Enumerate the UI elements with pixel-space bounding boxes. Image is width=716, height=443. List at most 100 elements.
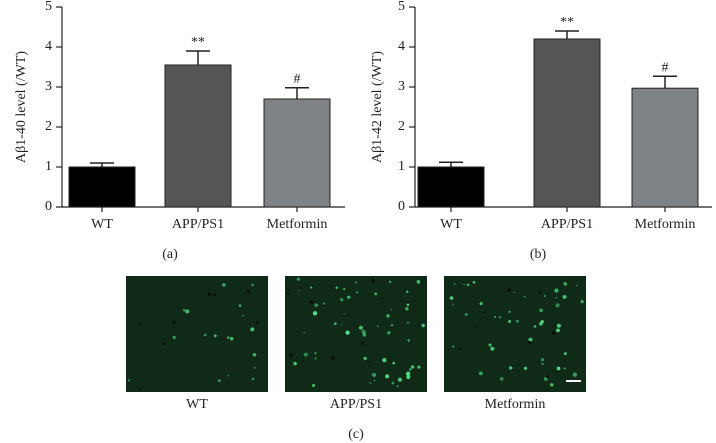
plaque [185, 309, 190, 314]
plaque [508, 366, 513, 370]
dark-spot [458, 347, 461, 350]
y-tick-label: 1 [45, 159, 52, 174]
y-axis-label: Aβ1-40 level (/WT) [14, 51, 29, 163]
plaque [323, 302, 326, 305]
plaque [405, 371, 411, 376]
bar [164, 64, 232, 208]
y-tick-label: 5 [398, 0, 405, 14]
bar [417, 166, 485, 208]
plaque [298, 290, 300, 292]
dark-spot [172, 320, 176, 324]
plaque [227, 336, 230, 339]
plaque [172, 335, 176, 340]
plaque [333, 322, 337, 326]
plaque [540, 358, 545, 362]
plaque [563, 352, 567, 355]
plaque [463, 284, 465, 286]
plaque [488, 343, 492, 347]
plaque [358, 325, 363, 330]
plaque [354, 281, 357, 284]
plaque [376, 325, 379, 327]
y-tick-label: 5 [45, 0, 52, 14]
plaque [405, 307, 409, 311]
dark-spot [552, 331, 556, 335]
image-label: APP/PS1 [330, 397, 382, 412]
y-tick-label: 0 [45, 199, 52, 214]
plaque [406, 290, 409, 293]
plaque [563, 282, 568, 286]
plaque [340, 298, 344, 302]
significance-label: # [294, 72, 301, 87]
y-tick-label: 3 [398, 79, 405, 94]
plaque [312, 311, 318, 316]
plaque [479, 301, 483, 306]
y-tick-label: 4 [398, 39, 405, 54]
plaque [387, 331, 391, 335]
plaque [182, 309, 186, 312]
plaque [556, 323, 561, 328]
plaque [407, 321, 409, 324]
plaque [550, 383, 554, 387]
plaque [453, 283, 456, 285]
plaque [343, 312, 345, 315]
plaque [464, 313, 468, 316]
plaque [397, 377, 402, 382]
plaque [528, 337, 533, 342]
plaque [347, 295, 351, 299]
plaque [314, 357, 317, 360]
plaque [314, 352, 317, 355]
plaque [556, 328, 560, 333]
plaque [303, 332, 305, 334]
plaque [391, 324, 394, 327]
dark-spot [367, 360, 370, 363]
plaque [341, 324, 343, 326]
x-tick-label: APP/PS1 [172, 217, 224, 232]
plaque [407, 339, 410, 342]
dark-spot [246, 289, 250, 293]
micrograph-background [126, 276, 268, 392]
dark-spot [528, 341, 532, 345]
plaque [373, 379, 376, 382]
bar [533, 38, 601, 208]
plaque [499, 377, 504, 381]
plaque [363, 356, 367, 361]
plaque [213, 334, 217, 338]
plaque [217, 379, 221, 383]
plaque [251, 377, 255, 381]
plaque [513, 291, 515, 294]
plaque [293, 361, 297, 366]
dark-spot [360, 342, 365, 346]
micrograph-background [285, 276, 427, 392]
plaque [127, 379, 131, 382]
plaque [533, 324, 537, 328]
plaque [572, 372, 578, 377]
plaque [250, 327, 255, 332]
dark-spot [382, 297, 385, 300]
plaque [369, 382, 372, 384]
plaque [555, 303, 560, 308]
plaque [508, 310, 511, 313]
significance-label: ** [191, 35, 205, 50]
significance-label: ** [560, 15, 574, 30]
plaque [238, 304, 242, 307]
bar [68, 166, 136, 208]
micrograph [126, 276, 268, 392]
plaque [253, 367, 256, 369]
plaque [343, 288, 346, 291]
plaque [252, 353, 257, 357]
plaque [227, 374, 229, 377]
micrograph-background [444, 276, 586, 392]
plaque [416, 279, 421, 284]
plaque [576, 284, 578, 286]
plaque [562, 294, 567, 299]
plaque [554, 288, 559, 293]
plaque [472, 280, 476, 284]
plaque [556, 366, 561, 371]
x-tick-label: Metformin [635, 217, 696, 232]
significance-label: # [662, 60, 669, 75]
plaque [382, 358, 387, 363]
plaque [312, 384, 316, 388]
plaque [203, 333, 207, 337]
dark-spot [309, 300, 314, 305]
dark-spot [213, 293, 217, 297]
